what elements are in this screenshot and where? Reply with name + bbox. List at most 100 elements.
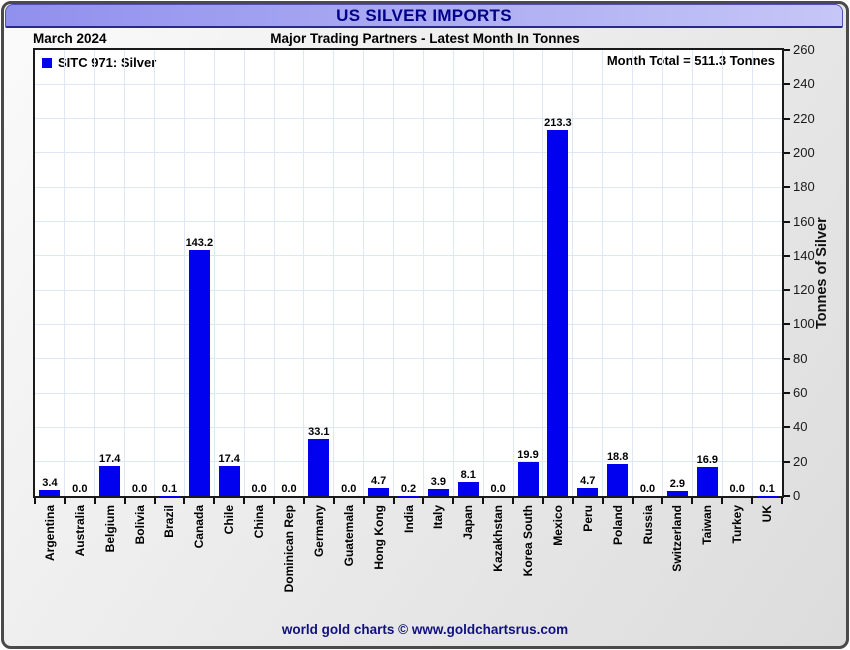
y-tick-label: 60 (793, 385, 808, 401)
x-tick (541, 498, 544, 504)
x-tick (302, 498, 305, 504)
y-tick (784, 151, 790, 154)
bar (577, 487, 599, 496)
grid-line-vertical (661, 50, 663, 496)
bar-value-label: 3.9 (430, 476, 447, 489)
bar (308, 439, 330, 496)
x-axis-label: Korea South (521, 505, 536, 577)
bar-value-label: 4.7 (580, 474, 596, 487)
bar-value-label: 0.0 (281, 483, 297, 495)
bar-value-label: 0.0 (251, 483, 267, 495)
x-axis-label: Canada (192, 505, 207, 549)
x-tick (332, 498, 335, 504)
bar-value-label: 0.0 (490, 483, 506, 495)
x-tick (153, 498, 156, 504)
bar-value-label: 17.4 (98, 453, 121, 466)
header-bar: US SILVER IMPORTS (5, 4, 843, 28)
grid-line-vertical (64, 50, 66, 496)
grid-line-horizontal (35, 323, 782, 325)
y-tick-label: 100 (793, 316, 815, 332)
y-tick-label: 80 (793, 350, 808, 366)
grid-line-vertical (363, 50, 365, 496)
grid-line-vertical (602, 50, 604, 496)
y-tick (784, 186, 790, 189)
bar (218, 466, 240, 496)
bar-value-label: 143.2 (185, 237, 214, 250)
bar-value-label: 0.0 (341, 483, 357, 495)
x-axis-label: Turkey (730, 505, 745, 544)
y-tick-label: 120 (793, 282, 815, 298)
footer-credit: world gold charts © www.goldchartsrus.co… (281, 622, 569, 637)
y-tick-label: 200 (793, 144, 815, 160)
bar-value-label: 0.1 (759, 482, 775, 495)
grid-line-horizontal (35, 221, 782, 223)
grid-line-vertical (542, 50, 544, 496)
y-tick-label: 0 (793, 488, 801, 503)
bar (188, 250, 210, 496)
grid-line-vertical (183, 50, 185, 496)
y-tick (784, 460, 790, 463)
x-tick (661, 498, 664, 504)
y-tick-label: 260 (793, 42, 815, 57)
bar (39, 490, 61, 496)
grid-line-vertical (94, 50, 96, 496)
x-axis-label: UK (760, 505, 775, 523)
grid-line-vertical (213, 50, 215, 496)
x-axis-label: Switzerland (670, 505, 685, 572)
bar (427, 489, 449, 496)
grid-line-vertical (572, 50, 574, 496)
x-tick (482, 498, 485, 504)
grid-line-vertical (691, 50, 693, 496)
x-tick (392, 498, 395, 504)
x-axis-label: Dominican Rep (281, 505, 296, 593)
y-tick-label: 40 (793, 419, 808, 435)
month-total-annotation: Month Total = 511.3 Tonnes (606, 53, 775, 68)
y-tick (784, 117, 790, 120)
y-tick-label: 180 (793, 179, 815, 195)
grid-line-horizontal (35, 152, 782, 154)
x-tick (631, 498, 634, 504)
x-tick (243, 498, 246, 504)
chart-subtitle: Major Trading Partners - Latest Month In… (270, 31, 580, 46)
x-axis-label: Australia (72, 505, 87, 557)
grid-line-horizontal (35, 118, 782, 120)
bar-value-label: 0.0 (72, 483, 88, 495)
y-axis-title: Tonnes of Silver (814, 217, 830, 329)
plot-area: SITC 971: Silver Month Total = 511.3 Ton… (33, 48, 784, 498)
bar-value-label: 0.1 (161, 482, 178, 495)
chart-title: US SILVER IMPORTS (336, 5, 512, 25)
y-tick (784, 49, 790, 51)
y-tick-label: 240 (793, 76, 815, 92)
bar (517, 461, 539, 496)
x-tick (751, 498, 754, 504)
x-axis-label: Russia (640, 505, 655, 545)
x-axis-label: Mexico (550, 505, 565, 546)
grid-line-vertical (333, 50, 335, 496)
x-tick (362, 498, 365, 504)
x-tick (93, 498, 96, 504)
x-axis-label: China (252, 505, 267, 539)
y-tick (784, 495, 790, 497)
x-tick (512, 498, 515, 504)
bar-value-label: 0.2 (400, 482, 417, 495)
x-tick (721, 498, 724, 504)
x-tick (601, 498, 604, 504)
x-axis-label: Bolivia (132, 505, 147, 545)
bar-value-label: 4.7 (370, 474, 387, 487)
bar-value-label: 33.1 (308, 426, 330, 439)
x-tick (691, 498, 694, 504)
grid-line-vertical (303, 50, 305, 496)
x-tick (213, 498, 216, 504)
legend: SITC 971: Silver (42, 55, 156, 70)
bar-value-label: 2.9 (669, 478, 686, 491)
grid-line-vertical (452, 50, 454, 496)
bar (457, 482, 479, 496)
bar (666, 491, 688, 496)
grid-line-horizontal (35, 358, 782, 360)
bar (368, 487, 390, 496)
x-tick (273, 498, 276, 504)
bar (547, 130, 569, 496)
x-axis-label: Japan (461, 505, 476, 540)
bar-value-label: 16.9 (696, 454, 718, 467)
bar-value-label: 0.0 (729, 483, 745, 495)
